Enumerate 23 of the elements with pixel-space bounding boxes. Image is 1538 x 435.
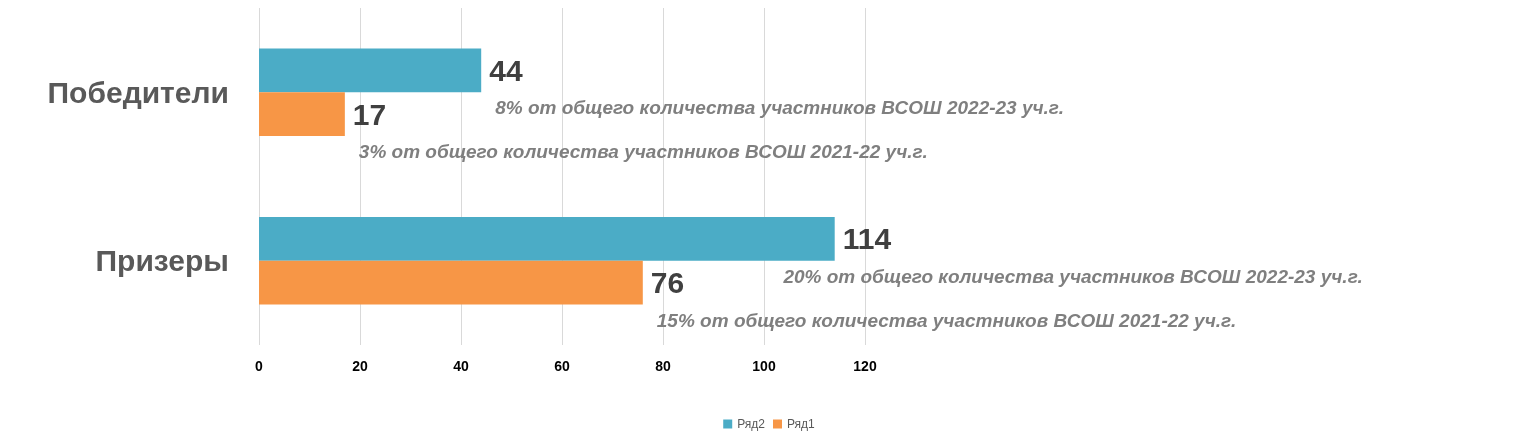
data-label: 17 (352, 97, 387, 131)
x-tick-label: 120 (853, 358, 877, 374)
legend-label: Ряд2 (737, 417, 766, 431)
bar (259, 92, 345, 137)
x-tick-label: 0 (255, 358, 264, 374)
y-tick-label: Призеры (95, 244, 229, 278)
y-tick-label: Победители (47, 75, 229, 109)
x-tick-label: 60 (554, 358, 570, 374)
annotation: 8% от общего количества участников ВСОШ 2022-23 уч.г. (495, 97, 1065, 119)
bar (259, 48, 482, 93)
x-tick-label: 80 (655, 358, 671, 374)
data-label: 76 (650, 266, 685, 300)
annotation: 15% от общего количества участников ВСОШ 2021-22 уч.г. (656, 309, 1237, 331)
bar (259, 216, 835, 261)
bar (259, 260, 643, 305)
annotation: 20% от общего количества участников ВСОШ 2022-23 уч.г. (782, 265, 1363, 287)
data-label: 44 (489, 53, 523, 87)
x-tick-label: 100 (752, 358, 776, 374)
data-label: 114 (842, 222, 892, 256)
x-tick-label: 20 (352, 358, 368, 374)
legend-label: Ряд1 (787, 417, 816, 431)
x-tick-label: 40 (453, 358, 469, 374)
annotation: 3% от общего количества участников ВСОШ 2021-22 уч.г. (358, 141, 928, 163)
